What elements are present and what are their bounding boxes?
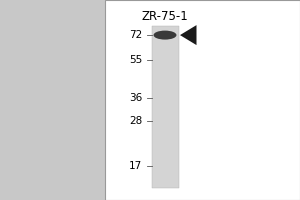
Bar bbox=[152, 26, 178, 188]
Text: ZR-75-1: ZR-75-1 bbox=[142, 10, 188, 23]
Ellipse shape bbox=[154, 31, 176, 40]
Polygon shape bbox=[180, 25, 196, 45]
Text: 28: 28 bbox=[129, 116, 142, 126]
Text: 55: 55 bbox=[129, 55, 142, 65]
Text: 36: 36 bbox=[129, 93, 142, 103]
Text: 17: 17 bbox=[129, 161, 142, 171]
Bar bbox=[105, 0, 300, 200]
Text: 72: 72 bbox=[129, 30, 142, 40]
